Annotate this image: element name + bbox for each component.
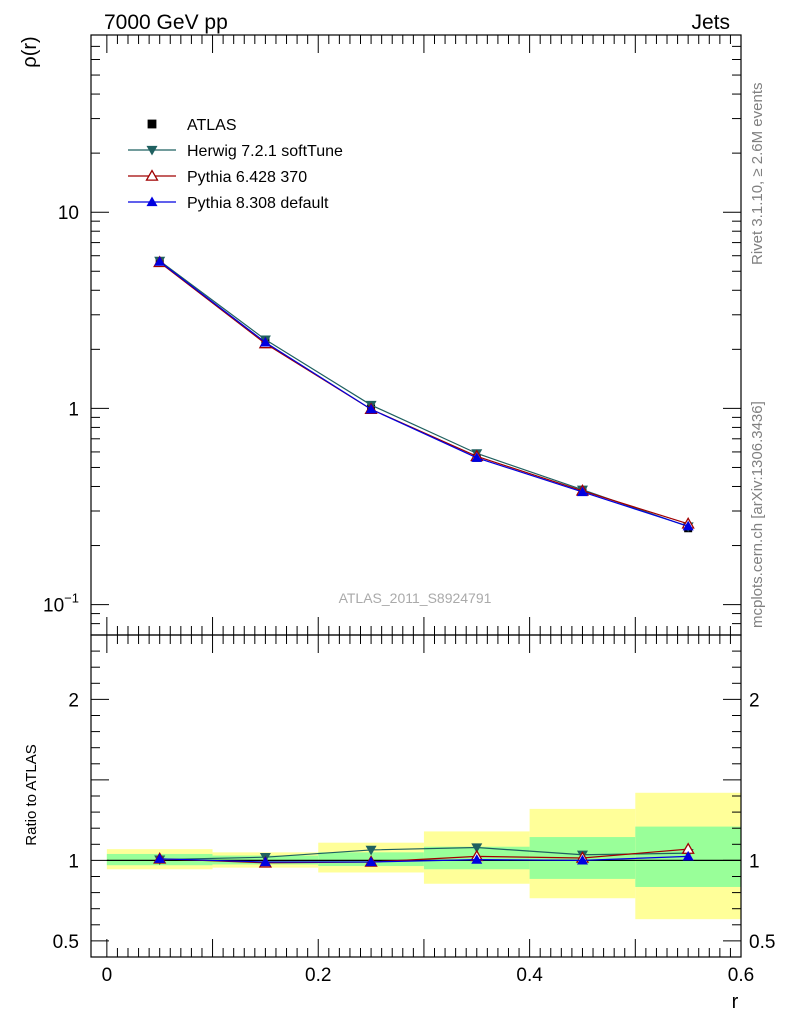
ratio-y-tick-label-right: 0.5 <box>749 932 775 953</box>
ratio-y-axis-label: Ratio to ATLAS <box>23 744 40 845</box>
ratio-y-tick-label-right: 2 <box>749 690 760 711</box>
ratio-y-tick-label: 0.5 <box>53 932 79 953</box>
main-series-point <box>365 403 377 414</box>
x-axis-label: r <box>732 991 739 1013</box>
rivet-version-label: Rivet 3.1.10, ≥ 2.6M events <box>749 83 766 266</box>
ratio-series-point <box>682 850 694 861</box>
analysis-watermark: ATLAS_2011_S8924791 <box>339 590 492 606</box>
x-tick-label: 0.6 <box>728 965 754 986</box>
legend-marker <box>147 119 157 129</box>
legend-entry: ATLAS <box>147 117 237 134</box>
ratio-series-point <box>471 854 483 864</box>
ratio-series-point <box>576 854 588 865</box>
legend-entry: Pythia 6.428 370 <box>128 169 307 186</box>
x-tick-label: 0.2 <box>305 965 331 986</box>
main-y-tick-label: 10 <box>58 203 79 224</box>
ratio-series-point <box>471 843 483 854</box>
ratio-y-tick-label-right: 1 <box>749 851 760 872</box>
ratio-plot-axes: 0.5 0.5 1 1 2 2 0 0.2 0.4 0.6 <box>53 634 775 986</box>
legend: ATLAS Herwig 7.2.1 softTune Pythia 6.428 3… <box>128 117 343 212</box>
main-series-point <box>259 336 271 347</box>
ratio-series-line <box>159 846 689 861</box>
ratio-series-line <box>159 855 689 863</box>
ratio-series-line <box>159 848 689 864</box>
ratio-plot-panel: 0.5 0.5 1 1 2 2 0 0.2 0.4 0.6 Ratio to ATLAS r <box>23 634 775 1013</box>
main-series-point <box>154 256 166 266</box>
ratio-series-point <box>154 853 166 863</box>
x-tick-label: 0 <box>102 965 113 986</box>
legend-marker <box>146 196 158 207</box>
main-plot-marks <box>153 255 695 533</box>
ratio-y-tick-label: 2 <box>68 690 79 711</box>
legend-label: ATLAS <box>187 117 237 134</box>
main-series-point <box>576 486 588 497</box>
mcplots-reference-label: mcplots.cern.ch [arXiv:1306.3436] <box>749 401 766 628</box>
legend-label: Pythia 6.428 370 <box>187 169 307 186</box>
main-series-point <box>471 452 483 462</box>
x-tick-label: 0.4 <box>516 965 543 986</box>
legend-entry: Herwig 7.2.1 softTune <box>128 143 343 160</box>
main-plot-axes: 10−1 1 10 <box>43 34 742 636</box>
main-y-axis-label: ρ(r) <box>19 36 41 67</box>
main-y-tick-label: 1 <box>68 399 79 420</box>
legend-marker <box>146 145 158 156</box>
main-plot-panel: 10−1 1 10 ATLAS_2011_S8924791 ρ(r) <box>19 34 742 636</box>
main-series-line <box>159 261 689 527</box>
ratio-series-point <box>365 845 377 856</box>
main-series-point <box>682 520 694 531</box>
main-y-tick-label: 10−1 <box>43 591 79 617</box>
ratio-series-point <box>365 856 377 867</box>
header-process-label: Jets <box>691 11 730 34</box>
legend-label: Herwig 7.2.1 softTune <box>187 143 343 160</box>
ratio-plot-marks <box>106 842 741 868</box>
main-series-line <box>159 261 689 525</box>
legend-marker <box>145 169 159 181</box>
ratio-uncertainty-bands <box>106 792 741 920</box>
ratio-series-point <box>259 856 271 867</box>
main-series-line <box>159 260 689 528</box>
header-collision-label: 7000 GeV pp <box>104 11 228 34</box>
legend-entry: Pythia 8.308 default <box>128 195 329 212</box>
ratio-y-tick-label: 1 <box>68 851 79 872</box>
legend-label: Pythia 8.308 default <box>187 195 329 212</box>
